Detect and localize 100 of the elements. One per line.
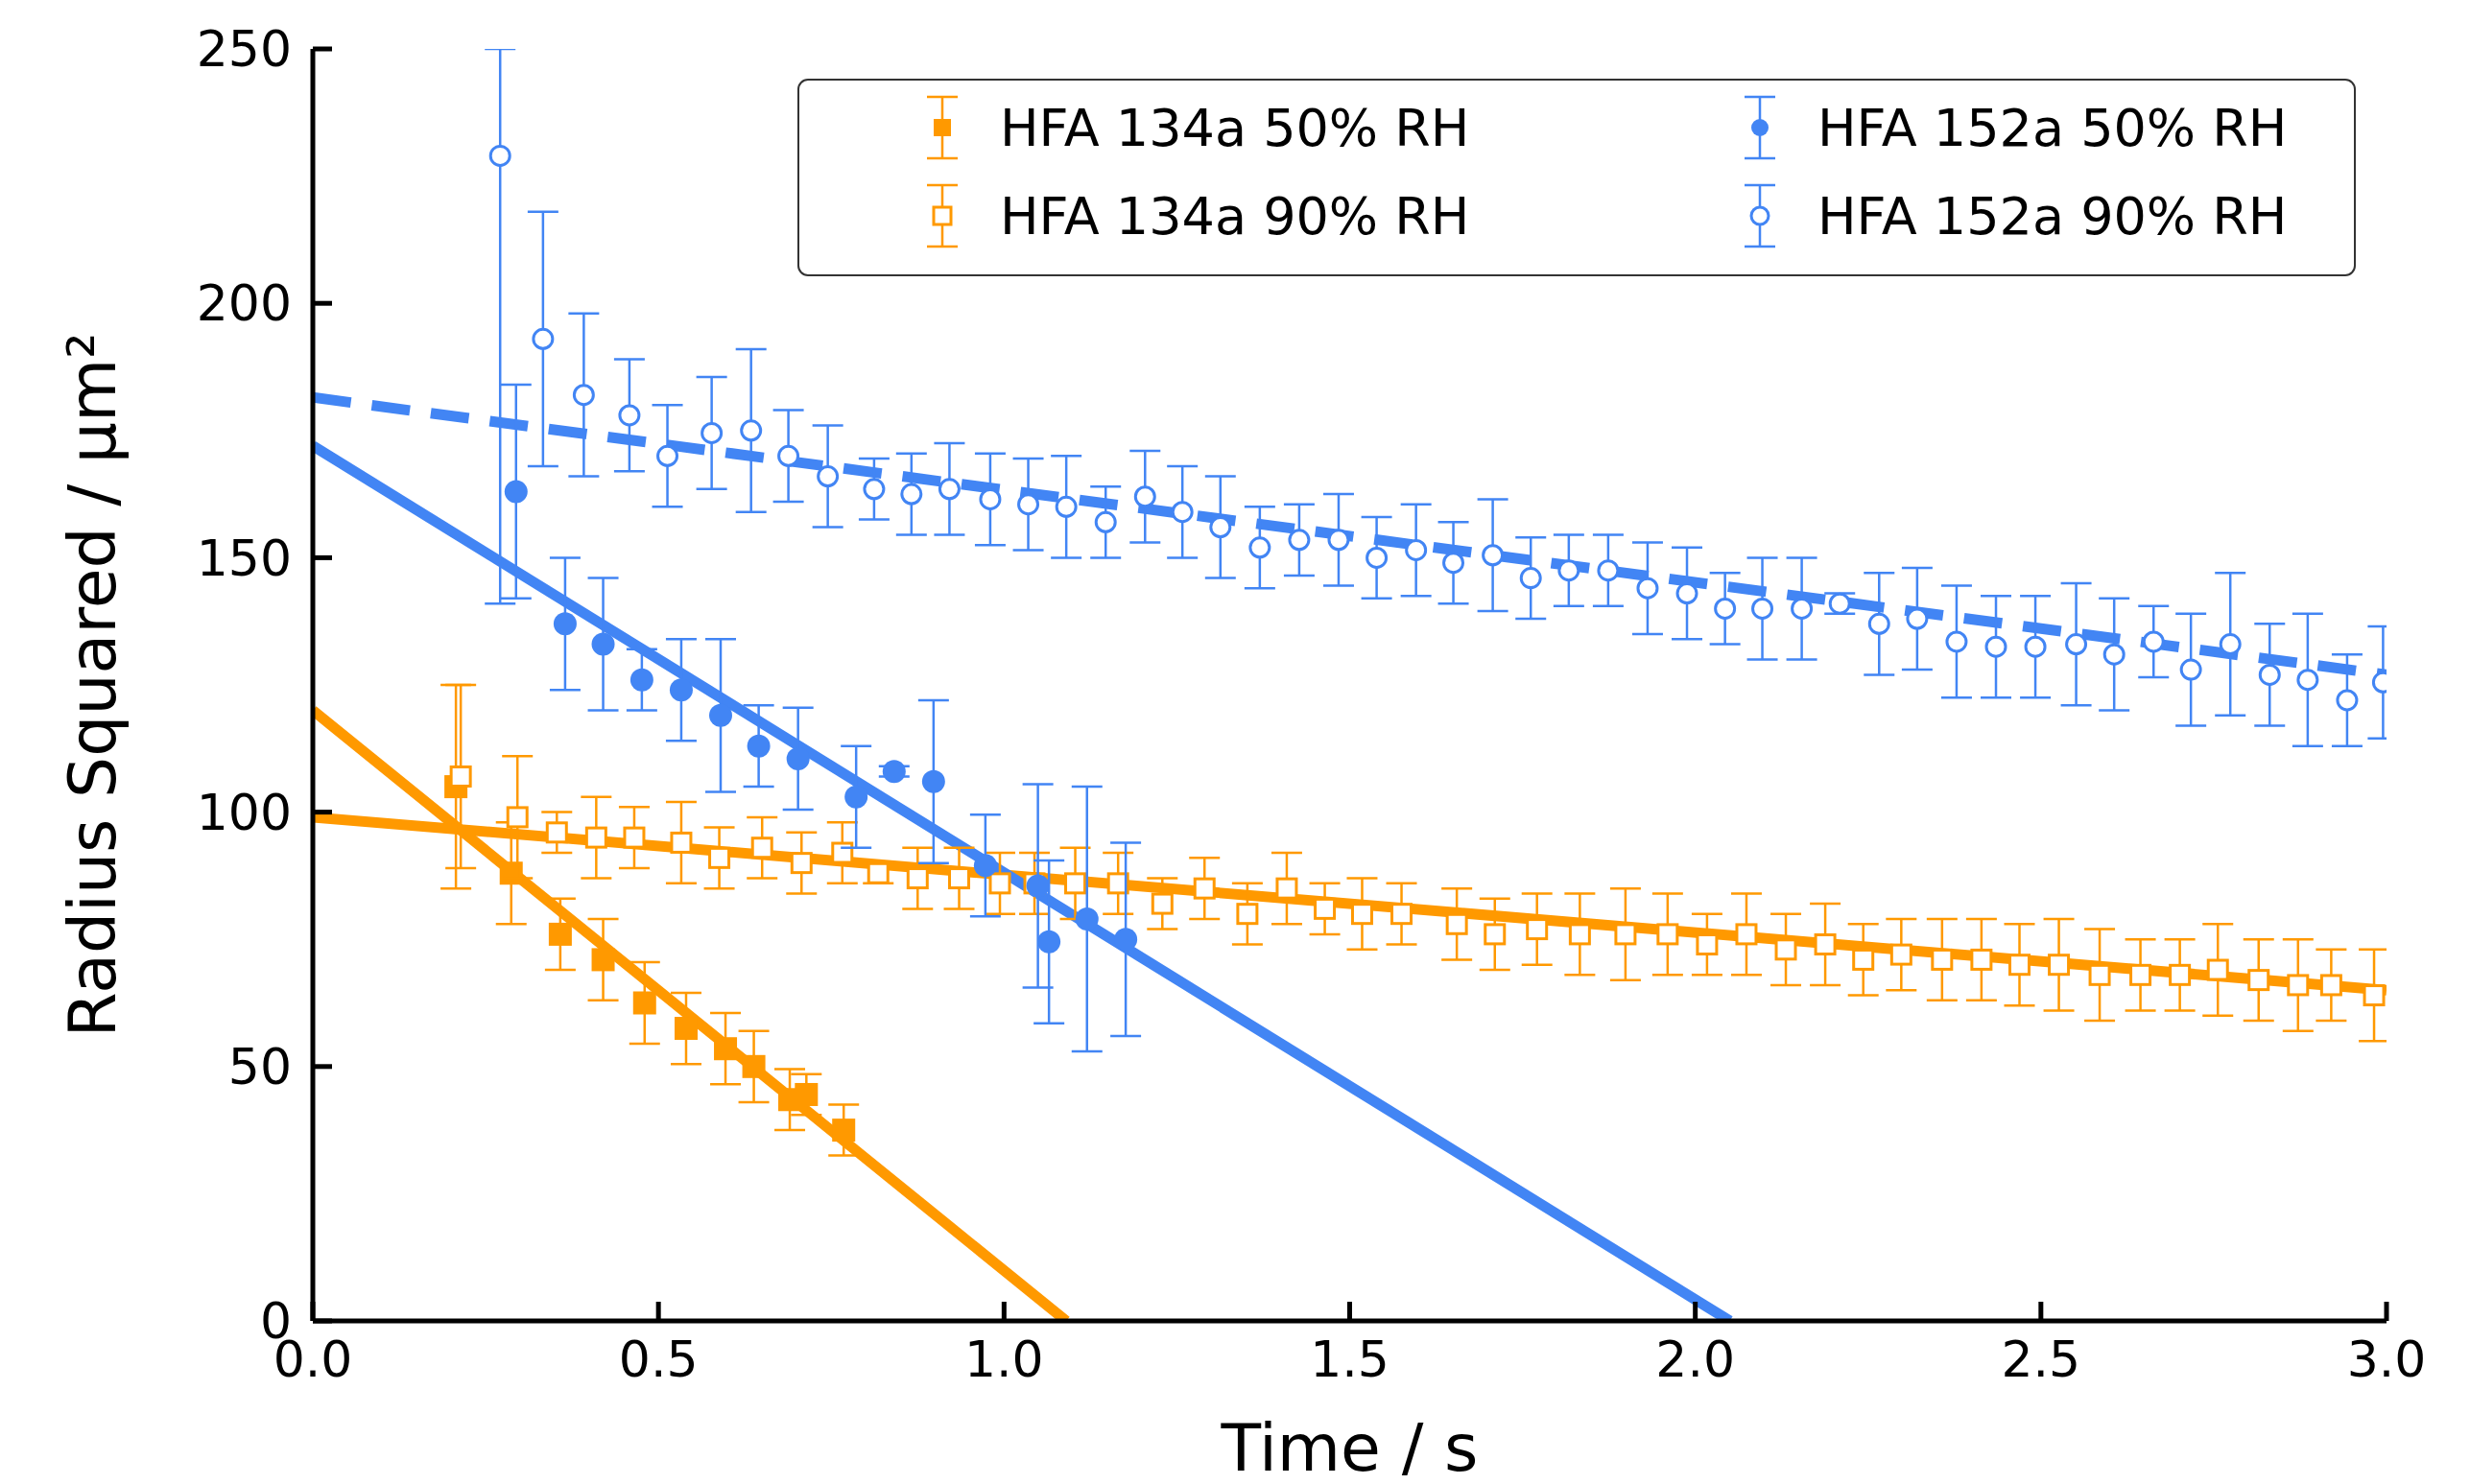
point [572,384,595,407]
point [948,867,971,890]
point [882,760,906,784]
point [506,806,529,829]
point [1075,907,1099,930]
point [1828,592,1851,615]
x-tick-label: 1.5 [1310,1331,1389,1388]
point [591,632,615,656]
point [548,922,572,946]
point [1889,943,1912,966]
point [973,854,997,878]
point [777,444,800,467]
point [2179,658,2202,681]
point [669,678,693,702]
point [623,826,646,849]
point [1568,923,1591,946]
point [709,703,732,727]
point [1327,529,1350,552]
point [1906,607,1929,630]
point [1636,577,1659,600]
point [1814,933,1837,955]
point [1696,933,1719,955]
x-tick-label: 2.0 [1655,1331,1736,1388]
point [1557,559,1580,582]
point [1017,493,1040,516]
point [532,327,555,350]
point [2319,974,2342,997]
point [553,612,577,636]
point [1656,923,1679,946]
point [714,1037,738,1061]
point [1867,612,1890,635]
point [1751,597,1774,620]
point [674,1017,698,1041]
point [742,1054,766,1078]
point [1366,546,1389,569]
point [584,826,607,849]
point [2008,954,2031,977]
point [1064,872,1087,895]
point [1350,903,1373,926]
point [545,821,568,844]
point [1288,529,1311,552]
point [1519,567,1542,590]
point [1774,938,1797,961]
point [2206,958,2229,981]
point [988,872,1011,895]
point [1390,903,1413,926]
point [1597,559,1620,582]
point [750,836,773,860]
point [1094,510,1117,533]
point [1526,918,1549,941]
x-tick-label: 2.5 [2001,1331,2081,1388]
point [2065,633,2088,656]
point [1193,877,1216,900]
point [2102,643,2126,666]
point [1484,923,1507,946]
point [2048,954,2071,977]
point [2247,969,2270,992]
point [2287,974,2310,997]
point [1314,897,1337,920]
point [1248,536,1271,559]
point [2336,689,2359,712]
point [708,846,731,869]
legend-label: HFA 134a 50% RH [1000,97,1470,158]
point [1442,552,1465,575]
y-tick-label: 250 [196,20,292,79]
y-tick-label: 150 [196,529,292,587]
point [1445,912,1468,935]
point [1931,948,1954,971]
point [1945,630,1968,653]
point [1714,597,1737,620]
point [1106,872,1129,895]
point [2258,663,2281,686]
point [1236,903,1259,926]
point [921,769,945,793]
point [656,444,679,467]
legend-label: HFA 152a 90% RH [1817,185,2288,247]
point [701,421,724,444]
point [632,991,656,1015]
point [1151,892,1174,915]
point [1037,930,1061,954]
point [2129,963,2152,986]
point [2169,963,2192,986]
point [1852,948,1875,971]
x-tick-label: 3.0 [2346,1331,2427,1388]
point [790,852,813,875]
point [1970,948,1993,971]
point [831,841,854,864]
x-tick-label: 0.5 [618,1331,699,1388]
point [747,734,771,758]
x-tick-label: 1.0 [963,1331,1044,1388]
point [504,480,528,504]
point [1133,485,1156,508]
point [1209,516,1232,539]
legend-label: HFA 152a 50% RH [1817,97,2288,158]
point [867,861,890,884]
point [1275,877,1298,900]
point [2024,635,2047,658]
point [844,785,868,809]
legend-label: HFA 134a 90% RH [1000,185,1470,247]
point [2363,984,2386,1007]
